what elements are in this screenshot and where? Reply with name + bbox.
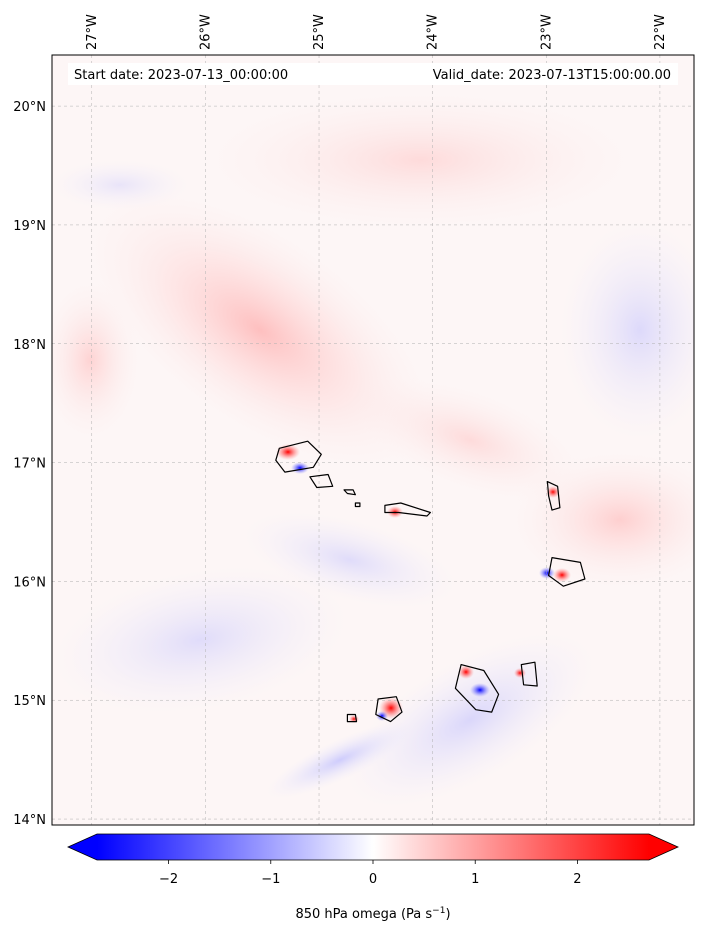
dipole-negative-santo-antao [291,462,309,474]
island-coastlines [275,440,586,723]
colorbar-tick-label: −2 [159,872,178,887]
lat-tick-label: 20°N [13,100,46,115]
lon-tick-label: 24°W [426,14,441,50]
field-negative-south [345,632,595,808]
field-positive-west [52,280,140,440]
dipole-negative-boa-vista [539,567,555,579]
dipole-positive-maio [514,668,526,678]
lon-tick-label: 26°W [198,14,213,50]
omega-field [52,90,694,808]
colorbar-extend-min [68,834,97,860]
lat-tick-label: 17°N [13,457,46,472]
field-positive-north [200,90,640,230]
lat-tick-label: 14°N [13,813,46,828]
dipole-negative-santiago [470,683,490,697]
lat-tick-label: 15°N [13,694,46,709]
island-outline [354,502,361,508]
lon-tick-label: 27°W [85,14,100,50]
lon-tick-label: 25°W [312,14,327,50]
field-negative-east [560,220,694,440]
island-outline [384,502,431,517]
colorbar-label: 850 hPa omega (Pa s−1) [295,906,450,922]
island-outline [520,661,538,687]
field-negative-central [243,512,457,608]
colorbar: −2 −1 0 1 2 850 hPa omega (Pa s−1) [67,833,679,922]
island-outline [547,556,586,587]
island-outline [275,440,322,473]
lat-tick-label: 19°N [13,219,46,234]
field-positive-center [355,377,585,503]
latitude-tick-labels: 20°N 19°N 18°N 17°N 16°N 15°N 14°N [13,100,46,828]
start-date-label: Start date: 2023-07-13_00:00:00 [74,68,288,83]
field-positive-northwest [87,191,433,469]
island-outline [309,473,334,489]
lat-tick-label: 18°N [13,338,46,353]
colorbar-tick-label: 0 [369,872,377,887]
longitude-tick-labels: 27°W 26°W 25°W 24°W 23°W 22°W [85,14,668,50]
date-annotation-box [68,63,678,85]
field-negative-southwest [52,566,349,714]
dipole-positive-sal [546,486,560,498]
dipole-positive-boa-vista [553,568,571,582]
colorbar-outline [67,833,679,861]
colorbar-tick-label: −1 [261,872,280,887]
colorbar-gradient [97,834,649,860]
lat-tick-label: 16°N [13,575,46,590]
colorbar-tick-label: 1 [471,872,479,887]
field-negative-wake [267,721,413,799]
island-outline [375,696,403,723]
dipole-positive-santiago [458,665,474,679]
colorbar-tick-label: 2 [573,872,581,887]
colorbar-extend-max [649,834,678,860]
lon-tick-label: 22°W [653,14,668,50]
island-outline [343,489,356,496]
island-outline [546,481,561,511]
lon-tick-label: 23°W [539,14,554,50]
island-outline [454,663,500,713]
map-panel: Start date: 2023-07-13_00:00:00 Valid_da… [13,14,695,828]
field-negative-top [52,160,190,210]
colorbar-label-exponent: −1 [432,906,445,916]
island-outline [346,713,358,723]
valid-date-label: Valid_date: 2023-07-13T15:00:00.00 [433,68,671,83]
colorbar-ticks: −2 −1 0 1 2 [159,860,582,887]
map-frame [51,54,695,826]
map-gridlines [52,55,694,825]
